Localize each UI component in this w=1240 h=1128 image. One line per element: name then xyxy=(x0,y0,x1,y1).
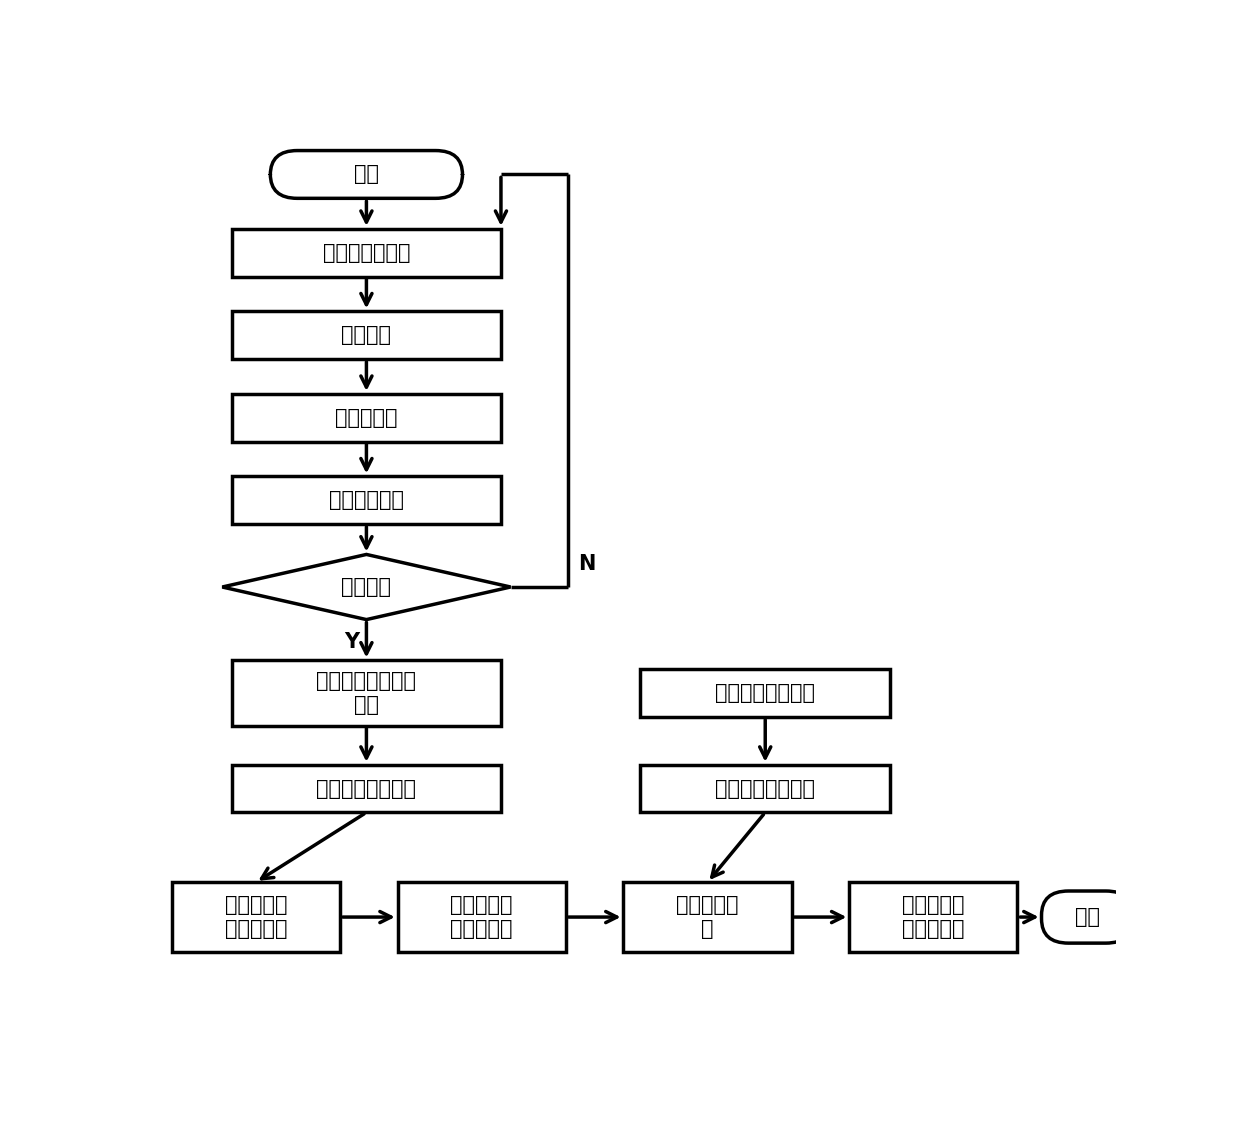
Bar xyxy=(232,311,501,359)
Text: 上次物品摆放位姿: 上次物品摆放位姿 xyxy=(715,682,815,703)
Bar xyxy=(232,394,501,441)
Text: Y: Y xyxy=(345,632,360,652)
Text: 采集此次物
品摆放位姿: 采集此次物 品摆放位姿 xyxy=(903,895,965,940)
Bar xyxy=(232,229,501,276)
Bar xyxy=(398,882,565,952)
Text: N: N xyxy=(578,554,595,574)
Bar xyxy=(172,882,340,952)
Text: 开始: 开始 xyxy=(353,165,379,185)
Text: 运动路径规
划: 运动路径规 划 xyxy=(676,895,739,940)
Bar xyxy=(232,765,501,812)
Text: 确定物品位置位姿: 确定物品位置位姿 xyxy=(316,778,417,799)
Text: 物品有无: 物品有无 xyxy=(341,578,392,597)
Text: 特征模板匹配: 特征模板匹配 xyxy=(329,491,404,510)
Bar xyxy=(849,882,1018,952)
Bar xyxy=(232,476,501,525)
Bar xyxy=(640,669,890,717)
Text: 结束: 结束 xyxy=(1075,907,1100,927)
Text: 工业机器人
运动学逆解: 工业机器人 运动学逆解 xyxy=(450,895,513,940)
Text: 图像预处理: 图像预处理 xyxy=(335,407,398,428)
Text: 调整相机角度采集
图像: 调整相机角度采集 图像 xyxy=(316,670,417,715)
Polygon shape xyxy=(222,555,511,619)
FancyBboxPatch shape xyxy=(270,150,463,199)
FancyBboxPatch shape xyxy=(1042,891,1133,943)
Bar xyxy=(232,660,501,725)
Text: 物品此次位置输入: 物品此次位置输入 xyxy=(715,778,815,799)
Bar xyxy=(640,765,890,812)
Text: 图像采集: 图像采集 xyxy=(341,325,392,345)
Text: 工业机器人移动: 工业机器人移动 xyxy=(322,243,410,263)
Bar xyxy=(624,882,791,952)
Text: 相机和机器
人手眼标定: 相机和机器 人手眼标定 xyxy=(224,895,288,940)
